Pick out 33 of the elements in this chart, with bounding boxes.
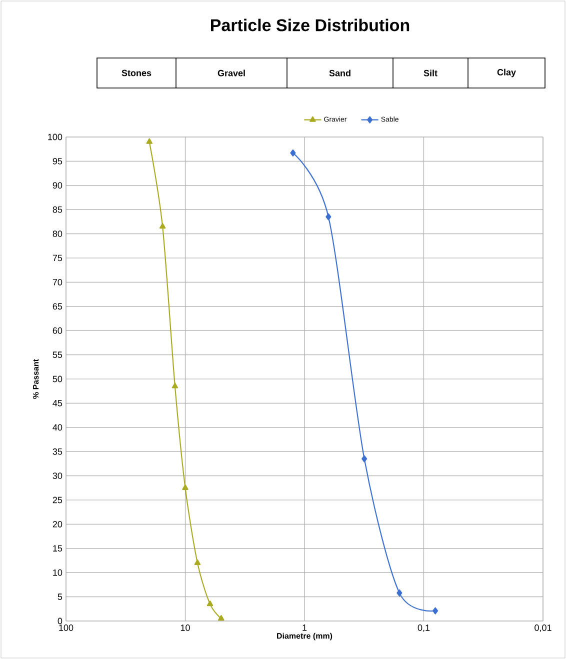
text: Stones — [122, 70, 152, 76]
y-tick-label: 40 — [52, 424, 62, 431]
y-tick-label: 10 — [53, 569, 62, 576]
text: Clay — [497, 68, 516, 78]
chart-title: Particle Size Distribution — [211, 18, 410, 32]
y-tick-label: 70 — [52, 279, 62, 286]
y-tick-label: 20 — [52, 521, 62, 528]
text: Sand — [329, 70, 350, 76]
x-tick-label: 0,1 — [418, 624, 430, 632]
y-tick-label: 95 — [52, 158, 62, 164]
y-tick-label: 100 — [48, 134, 62, 140]
x-tick-label: 0,01 — [534, 624, 552, 632]
y-tick-label: 75 — [52, 254, 62, 262]
y-tick-label: 50 — [52, 376, 62, 382]
text: Gravel — [218, 70, 245, 76]
y-tick-label: 15 — [53, 545, 62, 552]
y-tick-label: 35 — [52, 448, 62, 455]
y-tick-label: 25 — [52, 496, 62, 504]
y-tick-label: 5 — [58, 594, 62, 600]
y-axis-title: % Passant — [32, 359, 39, 399]
x-axis-title: Diametre (mm) — [277, 632, 332, 640]
text: Silt — [424, 70, 438, 76]
y-tick-label: 55 — [52, 352, 62, 358]
x-tick-label: 1 — [302, 624, 307, 631]
y-tick-label: 65 — [52, 303, 62, 310]
y-tick-label: 0 — [58, 618, 62, 624]
y-tick-label: 60 — [52, 327, 62, 334]
y-tick-label: 80 — [52, 230, 62, 237]
y-tick-label: 30 — [52, 472, 62, 479]
y-tick-label: 90 — [52, 182, 62, 189]
x-tick-label: 10 — [180, 624, 190, 631]
y-tick-label: 85 — [52, 206, 62, 213]
y-tick-label: 45 — [52, 400, 62, 406]
